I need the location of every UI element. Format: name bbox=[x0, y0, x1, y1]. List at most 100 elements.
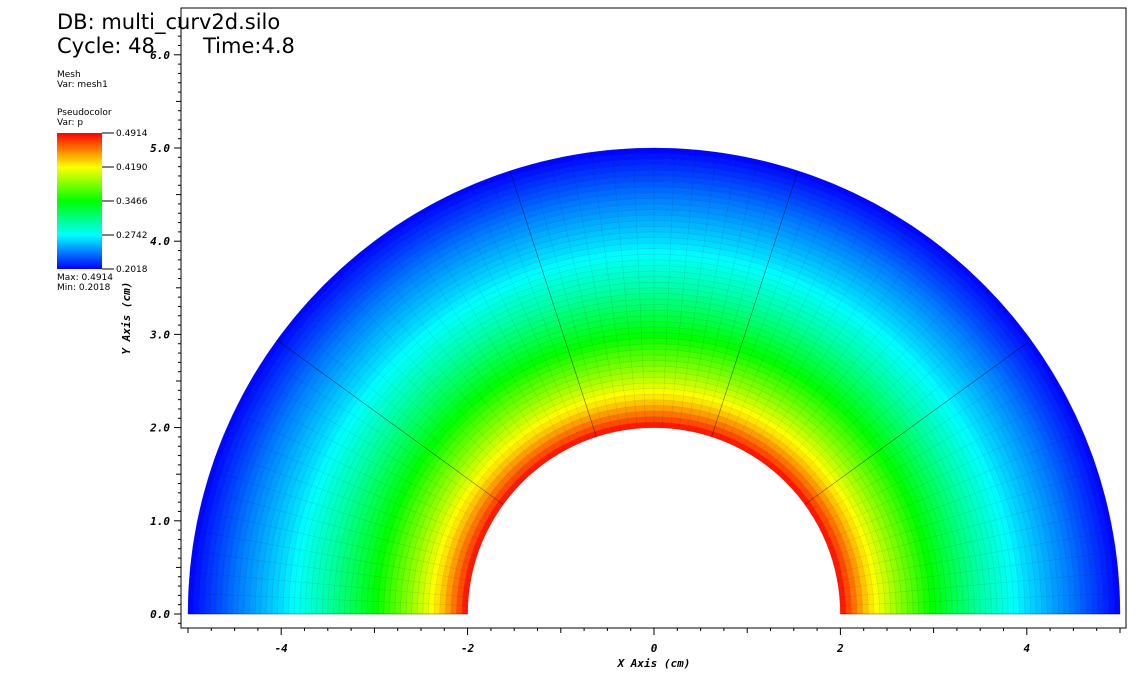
mesh-spoke-line bbox=[225, 430, 483, 541]
mesh-ring-line bbox=[215, 175, 1093, 615]
mesh-spoke-line bbox=[742, 203, 875, 450]
mesh-ring-line bbox=[254, 214, 1054, 615]
mesh-spoke-line bbox=[591, 152, 630, 430]
mesh-ring-line bbox=[405, 365, 903, 615]
mesh-ring-line bbox=[193, 153, 1115, 615]
mesh-spoke-line bbox=[302, 307, 514, 492]
y-tick-label: 1.0 bbox=[150, 515, 170, 528]
colorbar-tick-label: 0.4190 bbox=[116, 163, 148, 173]
mesh-ring-line bbox=[383, 343, 925, 615]
mesh-spoke-line bbox=[379, 236, 545, 464]
mesh-ring-line bbox=[372, 332, 936, 615]
colorbar-ticks: 0.4914 0.4190 0.3466 0.2742 0.2018 bbox=[102, 129, 148, 275]
mesh-ring-line bbox=[445, 405, 863, 615]
mesh-spoke-line bbox=[195, 530, 471, 581]
mesh-ring-line bbox=[187, 147, 1121, 615]
legend-max: Max: 0.4914 bbox=[57, 273, 113, 283]
mesh-ring-line bbox=[417, 377, 891, 615]
mesh-spoke-line bbox=[840, 592, 1120, 606]
mesh-ring-line bbox=[198, 159, 1110, 615]
mesh-spoke-line bbox=[821, 411, 1074, 534]
mesh-ring-line bbox=[322, 282, 986, 615]
y-tick-label: 0.0 bbox=[150, 608, 170, 621]
mesh-ring-line bbox=[461, 421, 847, 615]
mesh-ring-line bbox=[366, 326, 942, 615]
mesh-spoke-line bbox=[550, 159, 613, 433]
colorbar-tick-label: 0.2018 bbox=[116, 265, 148, 275]
mesh-spoke-line bbox=[687, 155, 738, 431]
pseudocolor-legend-var: Var: p bbox=[57, 118, 84, 128]
mesh-legend-var: Var: mesh1 bbox=[57, 80, 108, 90]
mesh-block-boundary bbox=[276, 339, 504, 505]
mesh-ring-line bbox=[243, 203, 1065, 615]
mesh-ring-line bbox=[349, 309, 959, 615]
mesh-spoke-line bbox=[347, 262, 532, 474]
mesh-ring-line bbox=[333, 293, 975, 615]
mesh-spoke-line bbox=[289, 323, 509, 498]
mesh-spoke-line bbox=[199, 510, 473, 573]
mesh-spoke-line bbox=[825, 430, 1083, 541]
mesh-spoke-line bbox=[414, 213, 559, 455]
y-tick-label: 3.0 bbox=[149, 328, 170, 341]
colorbar-tick-label: 0.3466 bbox=[116, 197, 148, 207]
x-axis: -4 -2 0 2 4 bbox=[187, 628, 1121, 655]
mesh-spoke-line bbox=[838, 551, 1116, 590]
mesh-spoke-line bbox=[433, 203, 566, 450]
mesh-ring-line bbox=[226, 186, 1082, 615]
mesh-ring-line bbox=[277, 237, 1031, 615]
mesh-spoke-line bbox=[670, 149, 696, 429]
mesh-ring-line bbox=[389, 349, 919, 615]
mesh-ring-line bbox=[271, 231, 1037, 615]
mesh-spoke-line bbox=[770, 249, 945, 469]
x-axis-title: X Axis (cm) bbox=[617, 657, 691, 670]
mesh-spoke-line bbox=[397, 224, 552, 459]
mesh-ring-line bbox=[400, 360, 908, 615]
mesh-block-boundary bbox=[804, 339, 1032, 505]
mesh-spoke-line bbox=[253, 374, 495, 519]
mesh-spoke-line bbox=[837, 530, 1113, 581]
y-tick-label: 2.0 bbox=[149, 422, 170, 435]
mesh-spoke-line bbox=[612, 149, 638, 429]
mesh-spoke-line bbox=[833, 489, 1104, 565]
mesh-ring-line bbox=[338, 298, 970, 615]
mesh-ring-line bbox=[282, 242, 1026, 615]
mesh-ring-line bbox=[327, 287, 981, 615]
pseudocolor-legend-title: Pseudocolor bbox=[57, 108, 112, 118]
database-title: DB: multi_curv2d.silo bbox=[57, 10, 281, 34]
mesh-spoke-line bbox=[451, 194, 574, 447]
mesh-spoke-line bbox=[719, 177, 818, 440]
colorbar-tick-label: 0.2742 bbox=[116, 231, 148, 241]
mesh-spoke-line bbox=[470, 185, 581, 443]
mesh-ring-line bbox=[456, 416, 852, 615]
x-tick-label: -4 bbox=[275, 642, 289, 655]
mesh-spoke-line bbox=[264, 357, 499, 512]
mesh-spoke-line bbox=[243, 393, 490, 526]
mesh-lines bbox=[187, 147, 1121, 615]
mesh-ring-line bbox=[249, 209, 1059, 615]
colorbar bbox=[57, 133, 102, 269]
y-axis: 0.0 1.0 2.0 3.0 4.0 5.0 6.0 bbox=[149, 17, 181, 624]
mesh-spoke-line bbox=[788, 291, 991, 486]
mesh-block-boundary bbox=[711, 170, 799, 437]
mesh-ring-line bbox=[221, 181, 1087, 615]
mesh-spoke-line bbox=[776, 262, 961, 474]
mesh-ring-line bbox=[422, 382, 886, 615]
mesh-spoke-line bbox=[794, 307, 1006, 492]
mesh-spoke-line bbox=[839, 572, 1119, 598]
x-tick-label: -2 bbox=[461, 642, 475, 655]
mesh-ring-line bbox=[361, 321, 947, 615]
mesh-spoke-line bbox=[490, 177, 589, 440]
mesh-spoke-line bbox=[695, 159, 758, 433]
mesh-legend-title: Mesh bbox=[57, 70, 81, 80]
mesh-ring-line bbox=[433, 393, 875, 615]
mesh-ring-line bbox=[355, 315, 953, 615]
x-tick-label: 4 bbox=[1023, 642, 1030, 655]
mesh-spoke-line bbox=[809, 357, 1044, 512]
mesh-ring-line bbox=[377, 338, 931, 615]
mesh-block-boundary bbox=[509, 170, 597, 437]
mesh-spoke-line bbox=[749, 213, 894, 455]
mesh-spoke-line bbox=[835, 510, 1109, 573]
colorbar-tick-label: 0.4914 bbox=[116, 129, 148, 139]
mesh-ring-line bbox=[394, 354, 914, 615]
